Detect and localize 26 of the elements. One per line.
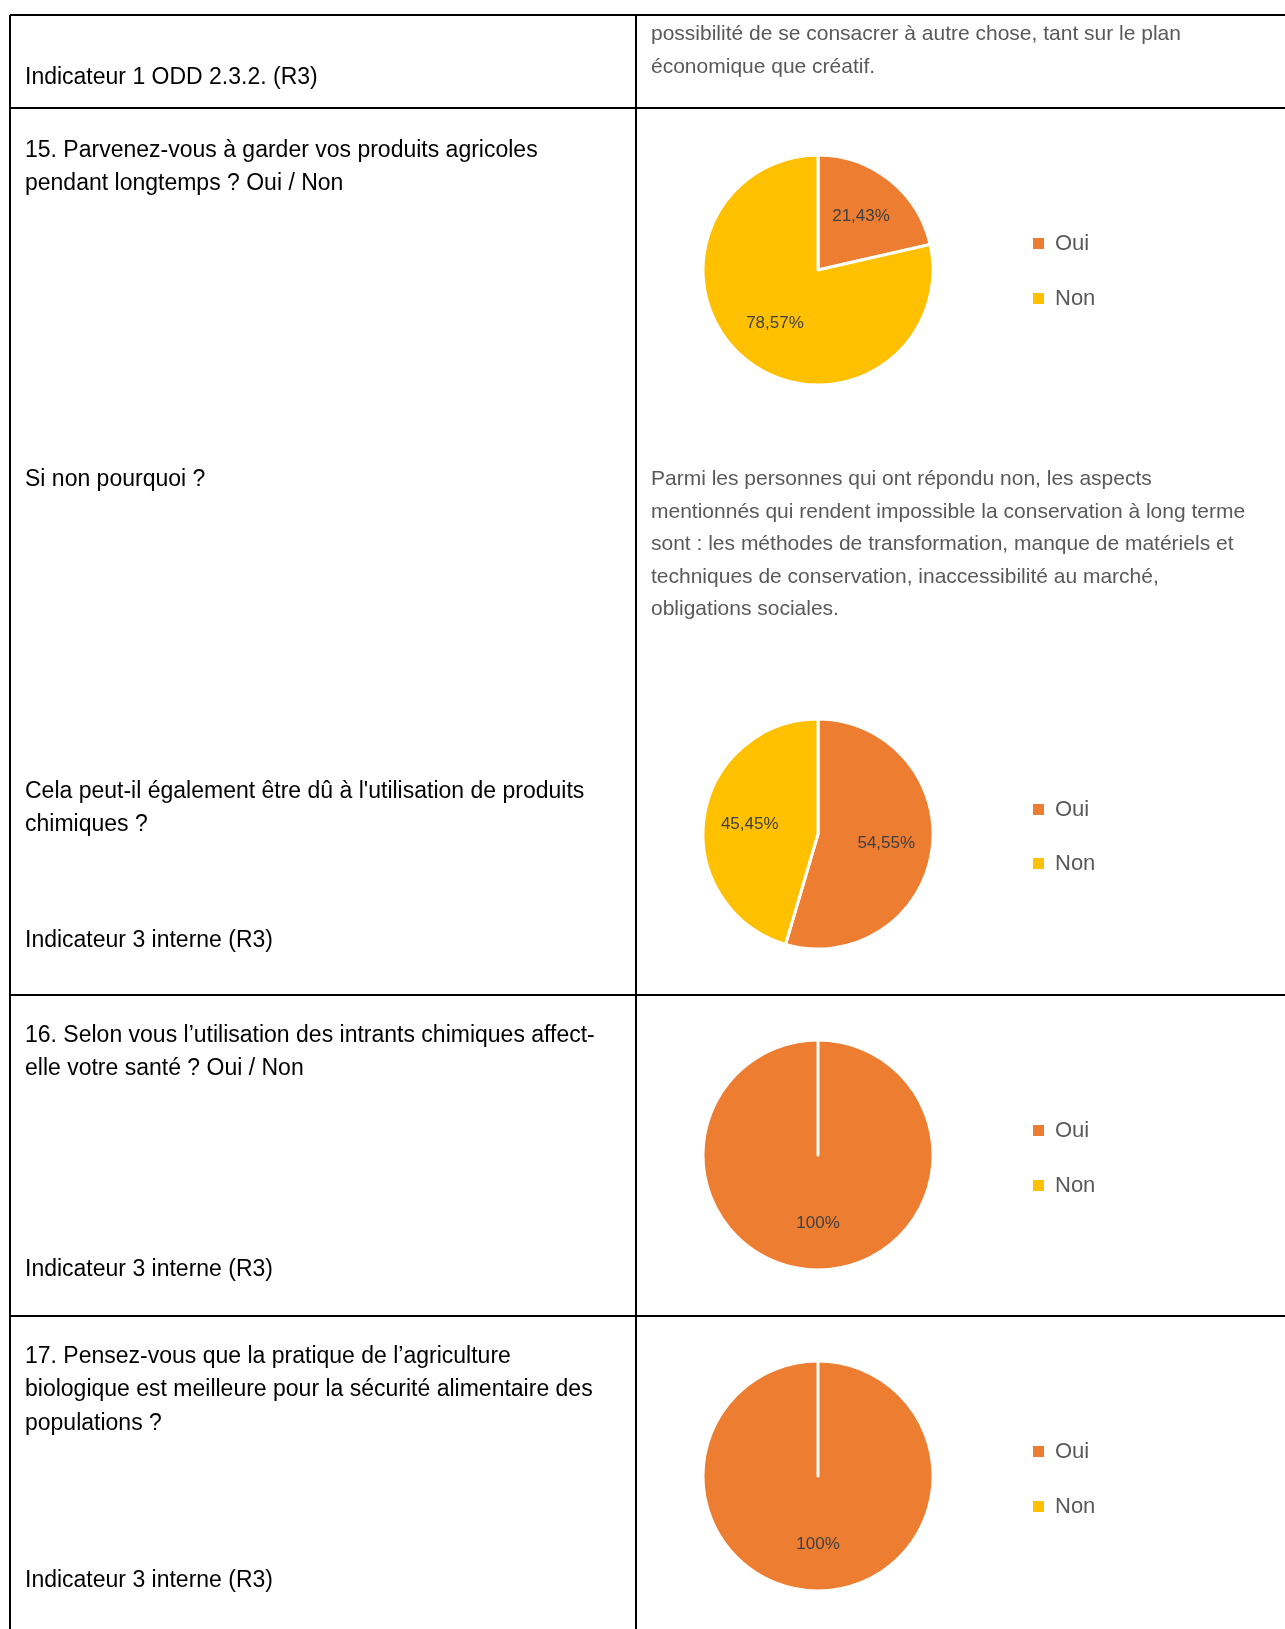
text: 16. Selon vous l’utilisation des intrants chimiques affect-elle votre santé ? Oui / Non — [25, 1020, 596, 1083]
legend-label: Non — [1055, 284, 1096, 310]
text: 17. Pensez-vous que la pratique de l’agriculture biologique est meilleure pour la sécurité alimentaire des populations ? — [25, 1341, 594, 1437]
legend-label: Non — [1055, 849, 1096, 875]
legend-label: Non — [1055, 1171, 1096, 1197]
legend-label: Oui — [1055, 229, 1090, 255]
text: Indicateur 3 interne (R3) — [25, 1254, 274, 1283]
legend-label: Non — [1055, 1492, 1096, 1518]
text: Indicateur 3 interne (R3) — [25, 925, 274, 954]
data-label: 100% — [796, 1213, 840, 1233]
data-label: 54,55% — [857, 833, 916, 853]
legend-label: Oui — [1055, 1116, 1090, 1142]
text: Indicateur 1 ODD 2.3.2. (R3) — [25, 62, 319, 91]
text: Indicateur 3 interne (R3) — [25, 1565, 274, 1594]
text: Si non pourquoi ? — [25, 464, 207, 493]
data-label: 100% — [796, 1534, 840, 1554]
data-label: 21,43% — [832, 205, 890, 225]
text: 15. Parvenez-vous à garder vos produits agricoles pendant longtemps ? Oui / Non — [25, 135, 539, 198]
pie-slice — [701, 153, 935, 387]
legend-label: Oui — [1055, 1437, 1090, 1463]
text: Parmi les personnes qui ont répondu non, les aspects mentionnés qui rendent impossible la conservation à long terme sont : les méthodes de transformation, manque de matériels et techniques de conservation, inaccessibilité au marché, obligations sociales. — [651, 465, 1247, 622]
data-label: 78,57% — [746, 313, 804, 333]
text: Cela peut-il également être dû à l'utilisation de produits chimiques ? — [25, 776, 586, 839]
data-label: 45,45% — [720, 813, 779, 833]
text: possibilité de se consacrer à autre chose, tant sur le plan économique que créatif. — [651, 20, 1182, 79]
legend-label: Oui — [1055, 795, 1090, 821]
